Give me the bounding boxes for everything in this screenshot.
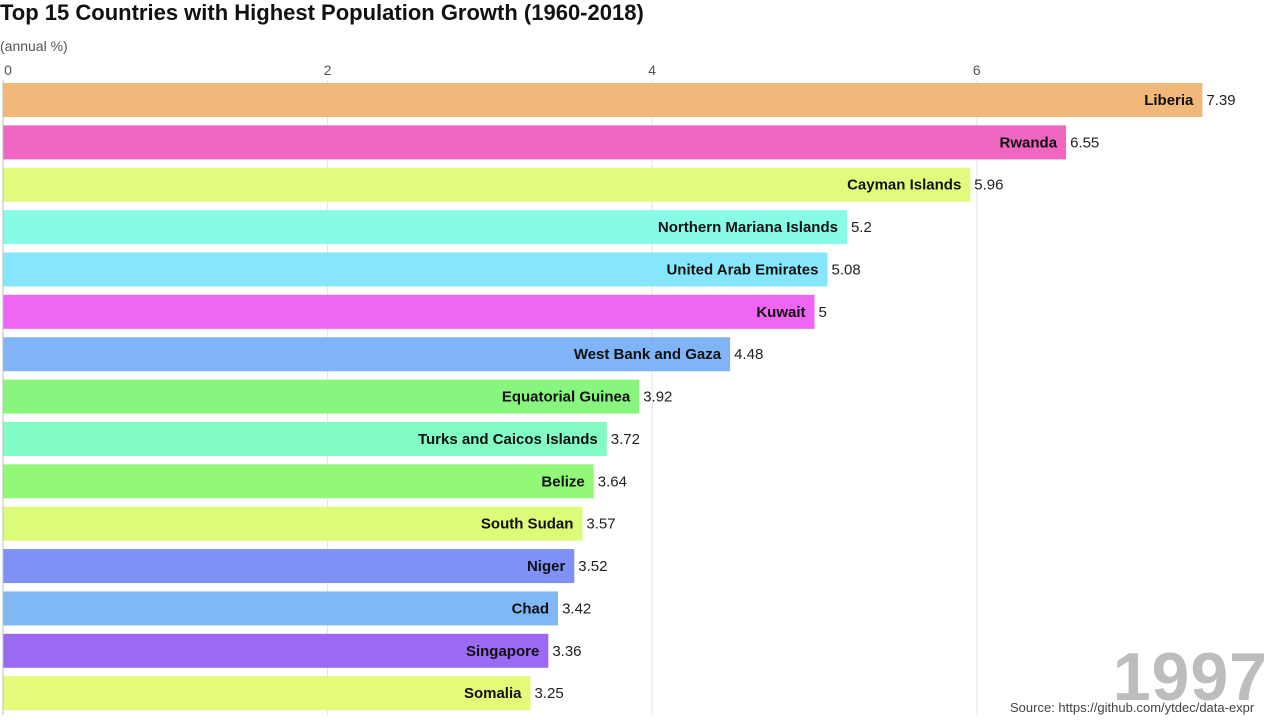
- bar-value-label: 3.25: [534, 685, 563, 702]
- bar-value-label: 7.39: [1206, 92, 1235, 109]
- bar-category-label: South Sudan: [481, 516, 574, 533]
- bar: [3, 421, 607, 456]
- bar: [3, 83, 1203, 117]
- x-tick-label: 4: [648, 62, 656, 78]
- bar: [3, 549, 575, 584]
- bar-value-label: 3.36: [552, 643, 581, 660]
- bar-category-label: Belize: [541, 473, 584, 490]
- bar-category-label: West Bank and Gaza: [574, 346, 722, 363]
- bar-value-label: 3.52: [578, 558, 607, 575]
- bar-value-label: 6.55: [1070, 134, 1099, 151]
- bar-value-label: 5: [819, 304, 827, 321]
- source-note: Source: https://github.com/ytdec/data-ex…: [1010, 700, 1255, 715]
- bar-category-label: Singapore: [466, 643, 539, 660]
- bar-category-label: Equatorial Guinea: [502, 389, 631, 406]
- bar: [3, 379, 640, 414]
- bar: [3, 210, 847, 245]
- bar: [3, 125, 1067, 160]
- bar-value-label: 3.42: [562, 600, 591, 617]
- bar-category-label: United Arab Emirates: [666, 261, 818, 278]
- bar: [3, 294, 815, 329]
- bar-category-label: Liberia: [1144, 92, 1194, 109]
- bar: [3, 633, 549, 668]
- bar-category-label: Kuwait: [756, 304, 805, 321]
- bar-value-label: 5.08: [831, 261, 860, 278]
- x-tick-label: 6: [973, 62, 981, 78]
- bar-category-label: Northern Mariana Islands: [658, 219, 838, 236]
- bar-category-label: Rwanda: [1000, 134, 1058, 151]
- bar: [3, 252, 828, 287]
- axis-unit-label: (annual %): [0, 38, 68, 54]
- bar: [3, 167, 971, 202]
- bar-value-label: 3.64: [598, 473, 627, 490]
- bar-value-label: 3.92: [643, 389, 672, 406]
- bar: [3, 464, 594, 499]
- x-tick-label: 2: [324, 62, 332, 78]
- bar: [3, 676, 531, 711]
- bar-value-label: 5.2: [851, 219, 872, 236]
- bar: [3, 337, 731, 372]
- bar: [3, 591, 559, 626]
- x-tick-label: 0: [4, 62, 12, 78]
- bar-category-label: Turks and Caicos Islands: [418, 431, 598, 448]
- bar: [3, 506, 583, 541]
- bar-value-label: 4.48: [734, 346, 763, 363]
- bar-value-label: 3.72: [611, 431, 640, 448]
- bar-value-label: 3.57: [586, 516, 615, 533]
- bar-category-label: Chad: [512, 600, 550, 617]
- bar-category-label: Somalia: [464, 685, 522, 702]
- bar-category-label: Cayman Islands: [847, 177, 961, 194]
- chart-title: Top 15 Countries with Highest Population…: [0, 0, 644, 25]
- year-label: 1997: [1112, 639, 1268, 715]
- bar-value-label: 5.96: [974, 177, 1003, 194]
- bar-category-label: Niger: [527, 558, 566, 575]
